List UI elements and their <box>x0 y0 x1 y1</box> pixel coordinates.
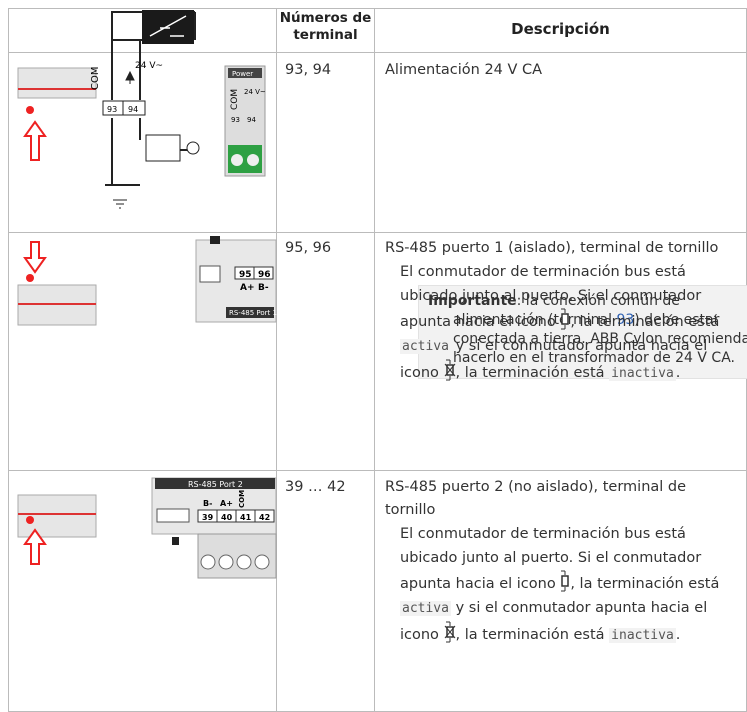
text: , la terminación está <box>455 365 605 381</box>
header-description: Descripción <box>511 20 610 38</box>
row-description: RS-485 puerto 1 (aislado), terminal de t… <box>385 237 740 386</box>
image-label: 41 <box>240 513 252 522</box>
paragraph: El conmutador de terminación bus está ub… <box>400 522 740 648</box>
terminals: 95, 96 <box>285 240 332 256</box>
image-label: COM <box>230 89 240 110</box>
note-terminal: 93 <box>616 312 635 328</box>
image-label: 40 <box>221 513 233 522</box>
text: . <box>675 627 681 643</box>
note-label: Importante <box>428 293 517 309</box>
text: , la terminación está <box>570 576 720 592</box>
image-row1: COM 24 V~ 93 94 Power COM 24 V~ 93 94 <box>17 10 266 209</box>
image-label: 93 <box>107 105 117 114</box>
row-title: RS-485 puerto 2 (no aislado), terminal d… <box>385 479 687 518</box>
text: y si el conmutador apunta hacia el icono <box>400 600 708 643</box>
image-label: B- <box>203 499 212 508</box>
paragraph: El conmutador de terminación bus está ub… <box>400 260 740 386</box>
image-label: COM <box>238 490 246 508</box>
code: inactiva <box>609 628 676 643</box>
terminals: 39 … 42 <box>285 479 346 495</box>
image-label: 95 <box>239 270 252 280</box>
image-label: A+ <box>240 283 255 293</box>
code: activa <box>400 339 451 354</box>
image-label: COM <box>90 67 101 90</box>
row-title: Alimentación 24 V CA <box>385 62 543 78</box>
icon-on <box>561 308 570 330</box>
image-row2: 95 96 A+ B- RS-485 Port 1 <box>17 236 277 326</box>
image-label: RS-485 Port 2 <box>188 480 243 489</box>
image-label: 24 V~ <box>244 88 266 96</box>
image-row3: RS-485 Port 2 B- A+ COM 39 40 41 42 <box>17 477 277 579</box>
image-label: 42 <box>259 513 270 522</box>
icon-off <box>444 359 455 381</box>
text: y si el conmutador apunta hacia el icono <box>400 338 708 381</box>
image-label: 94 <box>247 116 256 124</box>
icon-on <box>561 570 570 592</box>
row-description: RS-485 puerto 2 (no aislado), terminal d… <box>385 476 740 648</box>
note-text: : la conexión común de alimentación (ter… <box>453 293 680 328</box>
image-label: 96 <box>258 270 271 280</box>
image-label: 24 V~ <box>135 61 163 71</box>
row-title: RS-485 puerto 1 (aislado), terminal de t… <box>385 240 719 256</box>
note: Importante: la conexión común de aliment… <box>418 285 747 379</box>
icon-off <box>444 621 455 643</box>
text: . <box>675 365 681 381</box>
image-label: A+ <box>220 499 233 508</box>
image-label: RS-485 Port 1 <box>229 309 277 317</box>
text: El conmutador de terminación bus está ub… <box>400 264 702 330</box>
image-label: 93 <box>231 116 240 124</box>
terminals: 93, 94 <box>285 62 332 78</box>
header-terminal: Números de terminal <box>279 10 372 43</box>
image-label: Power <box>232 70 253 78</box>
image-label: 39 <box>202 513 214 522</box>
text: , la terminación está <box>455 627 605 643</box>
code: activa <box>400 601 451 616</box>
text: , la terminación está <box>570 314 720 330</box>
note-text: ) debe estar conectada a tierra. ABB Cyl… <box>453 312 747 366</box>
image-label: 94 <box>128 105 138 114</box>
code: inactiva <box>609 366 676 381</box>
text: El conmutador de terminación bus está ub… <box>400 526 702 592</box>
image-label: B- <box>258 283 269 293</box>
